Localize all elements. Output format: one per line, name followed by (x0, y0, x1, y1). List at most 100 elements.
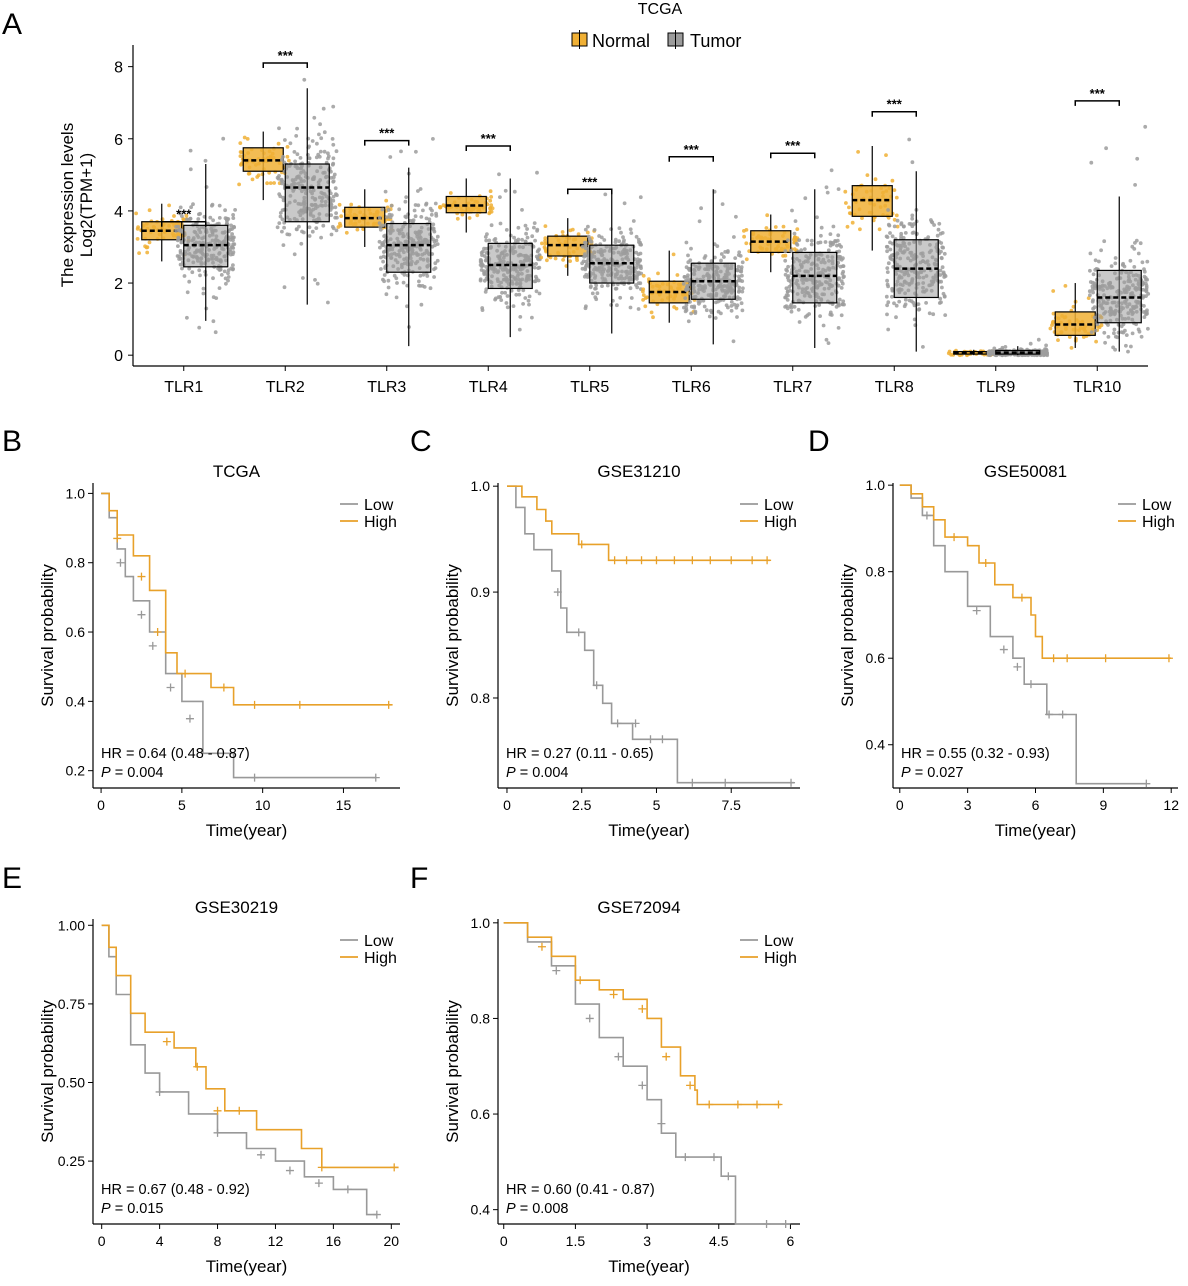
tumor-point (583, 240, 588, 245)
tumor-point (903, 231, 908, 235)
km-x-tick-label: 6 (1032, 797, 1040, 813)
normal-point (850, 220, 855, 225)
km-censor-mark-high (137, 572, 146, 581)
normal-point (540, 241, 544, 246)
normal-point (641, 298, 645, 302)
tumor-point (1091, 290, 1095, 295)
normal-point (285, 145, 290, 149)
x-tick-label-TLR9: TLR9 (976, 379, 1015, 396)
tumor-point (818, 314, 822, 318)
km-censor-mark-low (343, 1185, 352, 1194)
tumor-point (418, 273, 423, 278)
km-censor-mark-low (585, 1014, 594, 1023)
tumor-point (885, 270, 890, 274)
signif-bracket-TLR1 (161, 220, 207, 227)
km-p-text: P = 0.027 (901, 765, 963, 781)
tumor-point (514, 238, 518, 243)
tumor-point (940, 285, 944, 290)
tumor-point (939, 241, 944, 245)
tumor-point (595, 291, 600, 296)
tumor-point (280, 181, 284, 186)
tumor-point (638, 242, 643, 247)
normal-point (145, 250, 150, 255)
km-censor-mark-high (774, 1100, 783, 1109)
km-x-tick-label: 3 (964, 797, 972, 813)
normal-point (877, 227, 882, 232)
tumor-point (622, 201, 627, 206)
tumor-point (815, 215, 819, 220)
tumor-point (293, 159, 297, 164)
tumor-point (792, 304, 797, 309)
tumor-point (1142, 269, 1147, 274)
km-censor-mark-low (592, 681, 601, 690)
tumor-point (480, 306, 485, 310)
km-plot-gse30219: GSE30219 0.25 0.50 0.75 1.00 0 4 8 12 16 20 Time(ye… (38, 898, 400, 1276)
y-tick-label: 2 (114, 276, 123, 293)
normal-point (285, 154, 290, 159)
tumor-point (417, 283, 421, 288)
tumor-point (401, 280, 406, 285)
signif-label-TLR10: *** (1090, 86, 1106, 101)
km-y-tick-label: 0.4 (66, 693, 86, 709)
km-censor-mark-high (763, 556, 772, 565)
tumor-box-TLR5 (589, 244, 635, 284)
x-tick-label-TLR8: TLR8 (875, 379, 914, 396)
tumor-point (497, 172, 501, 177)
tumor-point (478, 277, 483, 282)
tumor-point (698, 300, 702, 304)
normal-point (488, 189, 493, 194)
tumor-point (686, 260, 691, 265)
km-censor-mark-high (153, 628, 162, 637)
tumor-point (618, 295, 623, 300)
normal-point (1051, 289, 1056, 293)
tumor-point (1113, 256, 1118, 260)
km-x-tick-label: 0 (97, 797, 105, 813)
tumor-point (941, 291, 946, 296)
tumor-point (819, 233, 823, 238)
tumor-point (403, 214, 408, 219)
km-censor-mark-low (371, 773, 380, 782)
y-tick-label: 8 (114, 60, 123, 77)
tumor-point (405, 304, 409, 309)
tumor-point (826, 248, 831, 253)
tumor-point (321, 106, 326, 111)
km-y-tick-label: 1.0 (471, 478, 491, 494)
tumor-point (484, 238, 489, 243)
tumor-point (686, 319, 691, 324)
tumor-point (682, 275, 687, 279)
tumor-point (719, 311, 723, 316)
tumor-point (682, 305, 686, 310)
normal-point (792, 247, 797, 252)
km-x-tick-label: 16 (326, 1233, 342, 1249)
tumor-point (307, 156, 312, 161)
signif-bracket-TLR4 (465, 145, 511, 151)
tumor-point (518, 315, 523, 319)
tumor-point (175, 254, 180, 258)
tumor-point (733, 256, 738, 260)
tumor-point (412, 208, 417, 213)
tumor-point (217, 286, 222, 290)
y-tick-label: 4 (114, 204, 123, 221)
km-x-tick-label: 8 (214, 1233, 222, 1249)
tumor-point (524, 231, 528, 236)
normal-point (172, 214, 176, 218)
tumor-point (1143, 124, 1148, 129)
tumor-point (989, 350, 994, 355)
km-censor-mark-high (752, 1100, 761, 1109)
normal-point (489, 209, 494, 214)
km-curve-high (507, 485, 771, 562)
tumor-point (511, 304, 516, 308)
tumor-point (890, 294, 894, 299)
tumor-point (839, 286, 844, 290)
tumor-point (723, 250, 728, 254)
tumor-point (230, 232, 235, 236)
tumor-point (389, 203, 394, 208)
tumor-point (629, 231, 634, 235)
tumor-point (525, 227, 529, 231)
tumor-point (789, 309, 794, 314)
normal-point (860, 216, 864, 221)
tumor-point (836, 302, 841, 307)
tumor-point (281, 198, 286, 203)
tumor-point (312, 115, 317, 120)
tumor-point (421, 272, 426, 277)
